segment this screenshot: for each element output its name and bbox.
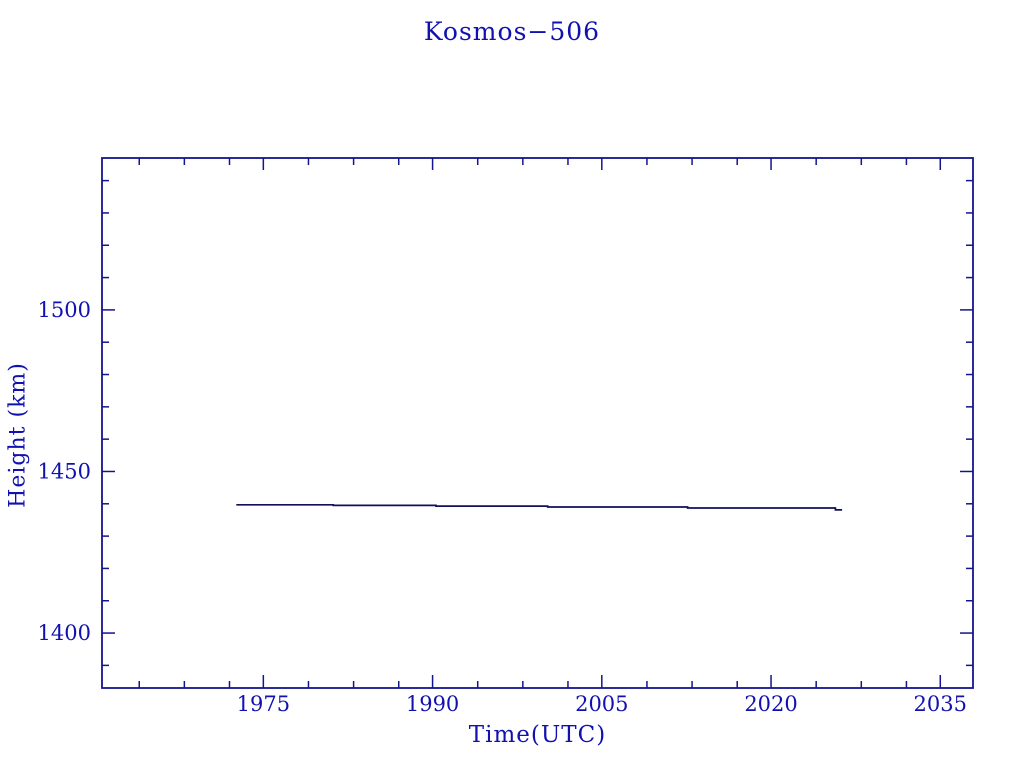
x-tick-label: 2035 <box>914 692 967 716</box>
x-tick-label: 2020 <box>744 692 797 716</box>
y-tick-label: 1400 <box>38 621 91 645</box>
x-tick-label: 1975 <box>237 692 290 716</box>
x-axis-label: Time(UTC) <box>468 722 607 748</box>
chart-title: Kosmos−506 <box>423 17 601 46</box>
axes-frame <box>101 157 974 689</box>
y-tick-label: 1500 <box>38 298 91 322</box>
x-tick-label: 1990 <box>406 692 459 716</box>
data-line-orbit-height <box>236 503 843 511</box>
y-tick-label: 1450 <box>38 459 91 483</box>
x-tick-label: 2005 <box>575 692 628 716</box>
